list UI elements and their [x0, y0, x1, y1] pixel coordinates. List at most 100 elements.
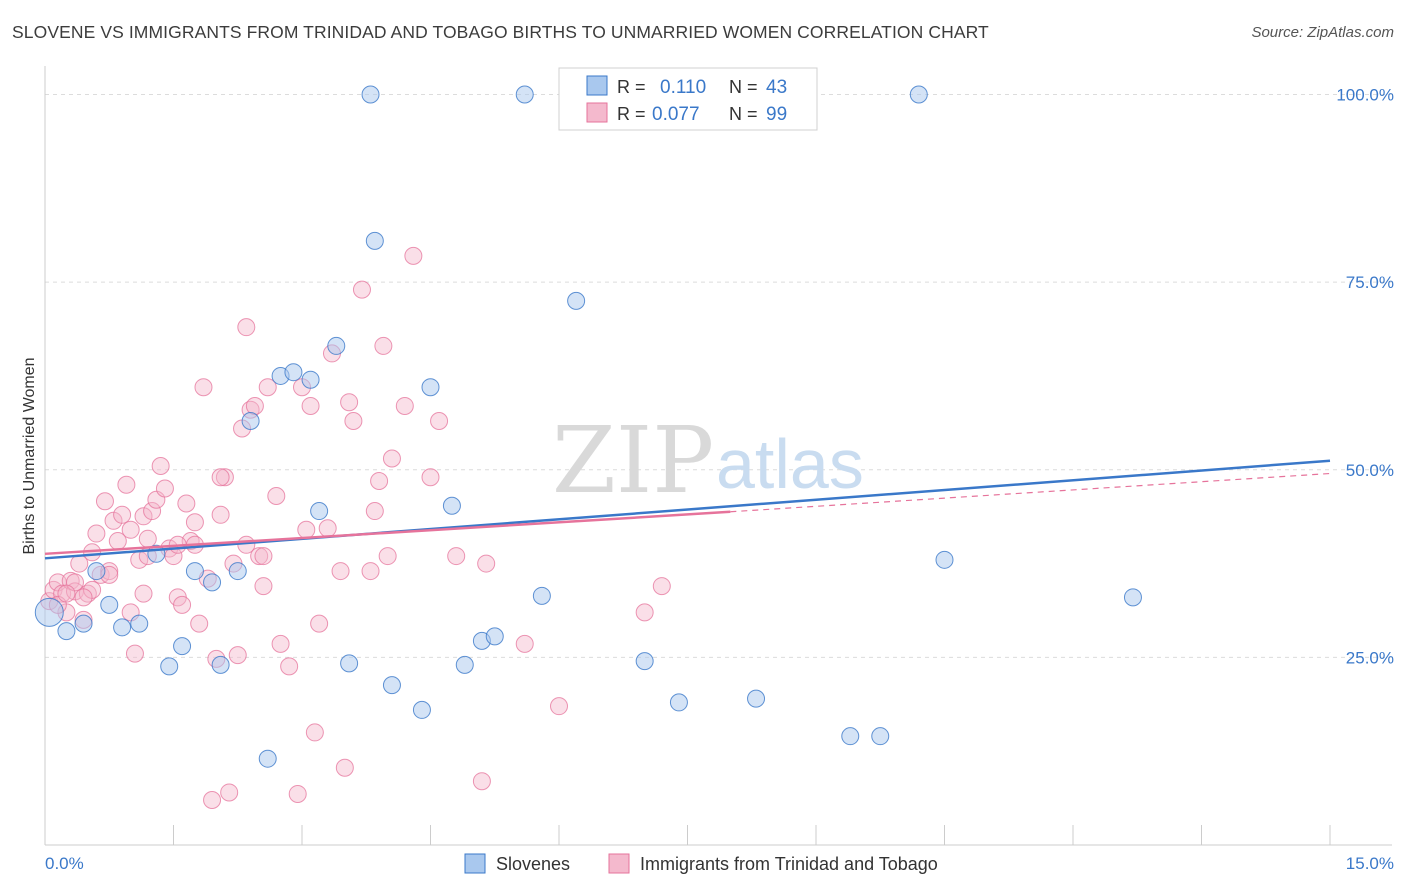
watermark: ZIP atlas	[552, 407, 864, 514]
y-tick-label: 75.0%	[1346, 273, 1394, 292]
point-trinidad	[177, 494, 196, 513]
gridlines	[45, 94, 1392, 658]
chart-title: SLOVENE VS IMMIGRANTS FROM TRINIDAD AND …	[12, 22, 989, 42]
point-trinidad	[203, 790, 222, 809]
point-slovene	[635, 652, 654, 671]
point-slovene	[185, 562, 204, 581]
stats-legend: R = 0.110 N = 43 R = 0.077 N = 99	[558, 67, 818, 131]
point-slovene	[909, 85, 928, 104]
point-slovene	[327, 336, 346, 355]
point-slovene	[365, 231, 384, 250]
point-trinidad	[215, 468, 234, 487]
point-trinidad	[395, 396, 414, 415]
point-trinidad	[87, 524, 106, 543]
point-trinidad	[652, 577, 671, 596]
point-trinidad	[421, 468, 440, 487]
point-trinidad	[318, 519, 337, 538]
point-trinidad	[134, 507, 153, 526]
point-trinidad	[117, 475, 136, 494]
stats-r-value-pink: 0.077	[652, 104, 700, 125]
point-slovene	[203, 573, 222, 592]
watermark-zip: ZIP	[552, 407, 714, 514]
point-slovene	[935, 550, 954, 569]
point-trinidad	[74, 588, 93, 607]
point-trinidad	[173, 595, 192, 614]
point-slovene	[310, 502, 329, 521]
point-slovene	[871, 727, 890, 746]
stats-n-label-pink: N =	[729, 104, 758, 124]
y-tick-label: 100.0%	[1336, 86, 1394, 105]
axes	[44, 66, 1392, 846]
point-slovene	[455, 655, 474, 674]
point-trinidad	[344, 411, 363, 430]
source-credit: Source: ZipAtlas.com	[1251, 24, 1394, 41]
point-trinidad	[361, 562, 380, 581]
point-trinidad	[258, 378, 277, 397]
point-trinidad	[125, 644, 144, 663]
point-trinidad	[211, 505, 230, 524]
point-trinidad	[430, 411, 449, 430]
stats-legend-swatch-blue	[586, 75, 608, 96]
point-trinidad	[378, 547, 397, 566]
point-trinidad	[194, 378, 213, 397]
point-trinidad	[288, 784, 307, 803]
point-trinidad	[472, 772, 491, 791]
series-pink-points	[40, 246, 671, 809]
point-slovene	[100, 595, 119, 614]
point-slovene	[74, 614, 93, 633]
point-trinidad	[447, 547, 466, 566]
point-trinidad	[374, 336, 393, 355]
tick-labels: 25.0% 50.0% 75.0% 100.0% 0.0% 15.0%	[45, 86, 1394, 873]
legend-swatch-slovenes	[464, 853, 486, 874]
point-trinidad	[57, 584, 76, 603]
point-trinidad	[305, 723, 324, 742]
point-trinidad	[254, 547, 273, 566]
stats-n-value-pink: 99	[766, 104, 787, 125]
point-slovene	[841, 727, 860, 746]
point-slovene	[442, 496, 461, 515]
point-trinidad	[340, 393, 359, 412]
y-tick-label: 25.0%	[1346, 648, 1394, 667]
point-slovene	[34, 597, 64, 627]
point-trinidad	[185, 513, 204, 532]
point-trinidad	[134, 584, 153, 603]
point-trinidad	[121, 520, 140, 539]
stats-r-label-blue: R =	[617, 77, 646, 97]
point-trinidad	[280, 657, 299, 676]
point-slovene	[382, 676, 401, 695]
point-trinidad	[301, 396, 320, 415]
point-trinidad	[331, 562, 350, 581]
legend-label-slovenes: Slovenes	[496, 854, 570, 874]
legend-swatch-trinidad	[608, 853, 630, 874]
point-trinidad	[382, 449, 401, 468]
point-trinidad	[237, 535, 256, 554]
x-tick-label: 0.0%	[45, 854, 84, 873]
point-trinidad	[310, 614, 329, 633]
point-trinidad	[250, 547, 269, 566]
point-trinidad	[245, 396, 264, 415]
x-tick-label: 15.0%	[1346, 854, 1394, 873]
point-trinidad	[271, 634, 290, 653]
stats-r-value-blue: 0.110	[660, 77, 706, 98]
point-trinidad	[352, 280, 371, 299]
point-trinidad	[335, 758, 354, 777]
point-trinidad	[113, 505, 132, 524]
point-slovene	[301, 370, 320, 389]
point-trinidad	[237, 318, 256, 337]
trend-line-trinidad	[44, 510, 731, 556]
stats-legend-swatch-pink	[586, 102, 608, 123]
point-slovene	[361, 85, 380, 104]
point-trinidad	[220, 783, 239, 802]
point-trinidad	[267, 487, 286, 506]
point-trinidad	[635, 603, 654, 622]
point-slovene	[113, 618, 132, 637]
point-slovene	[241, 411, 260, 430]
point-trinidad	[138, 529, 157, 548]
point-slovene	[228, 562, 247, 581]
point-slovene	[421, 378, 440, 397]
point-trinidad	[477, 554, 496, 573]
point-trinidad	[370, 472, 389, 491]
point-slovene	[284, 363, 303, 382]
point-slovene	[1123, 588, 1142, 607]
